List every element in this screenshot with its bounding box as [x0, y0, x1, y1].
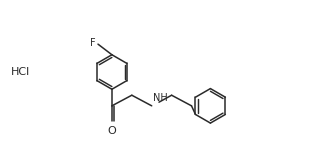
- Text: O: O: [108, 126, 116, 136]
- Text: F: F: [90, 38, 95, 48]
- Text: NH: NH: [153, 93, 168, 103]
- Text: HCl: HCl: [11, 67, 30, 77]
